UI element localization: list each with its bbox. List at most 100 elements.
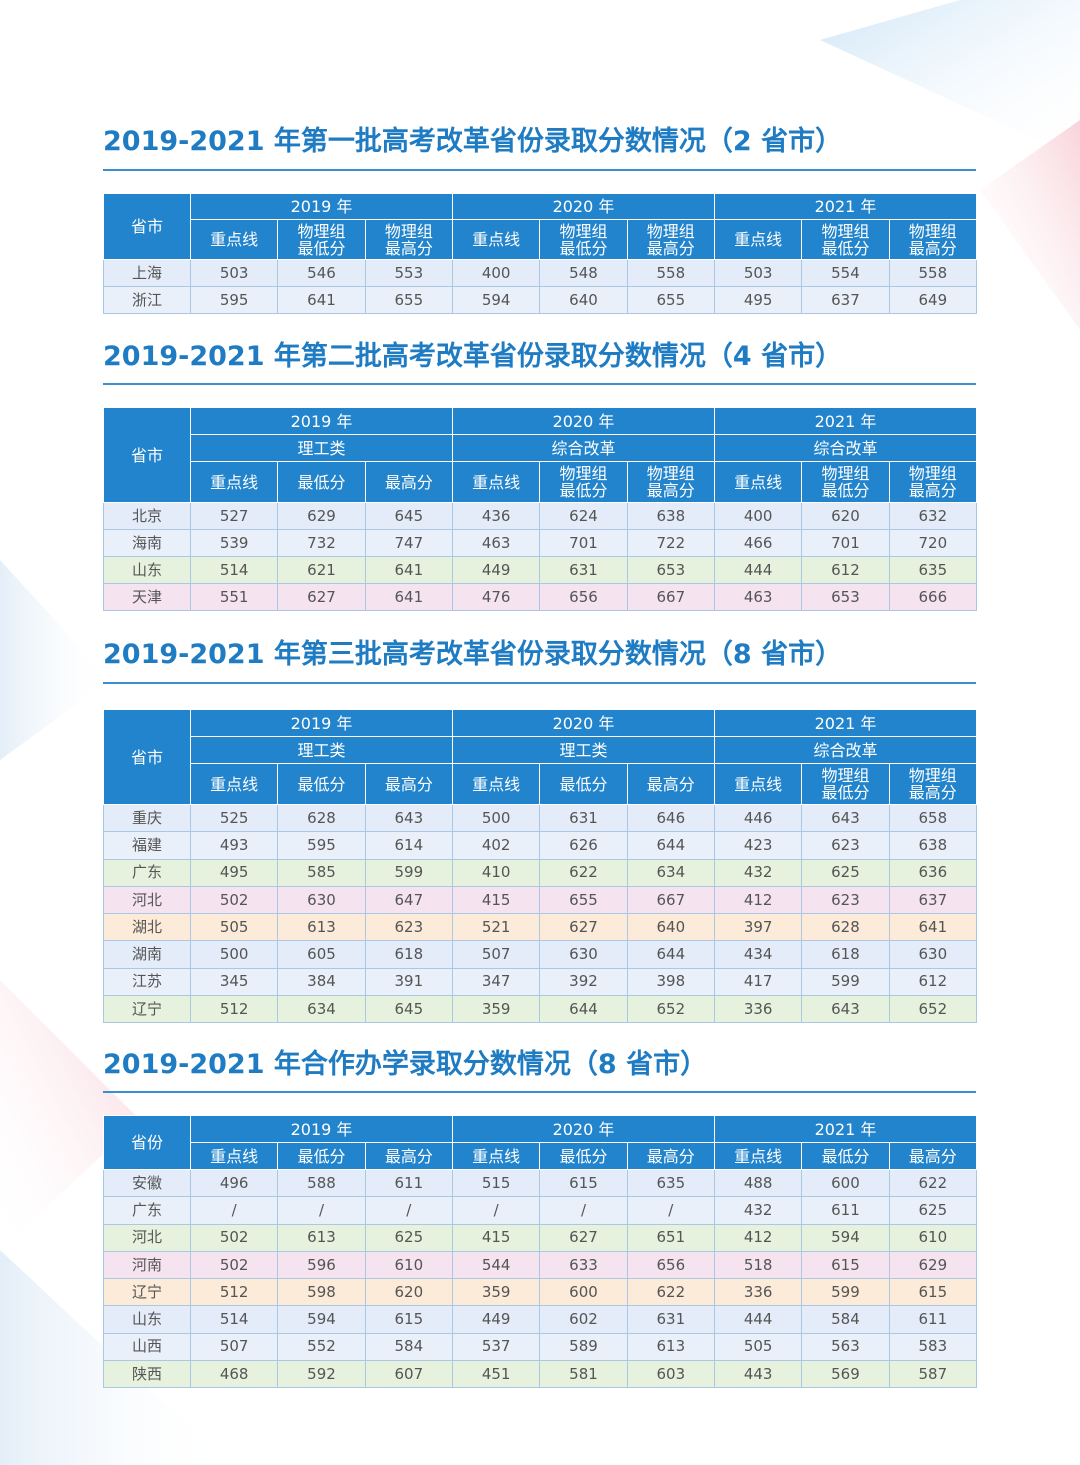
score-cell: 634: [626, 858, 715, 887]
data-row: 河南 502 596 610 544 633 656 518 615 629: [103, 1250, 978, 1280]
score-cell: 614: [364, 831, 453, 860]
score-cell: 584: [364, 1332, 453, 1362]
column-header: 物理组 最高分: [888, 219, 978, 260]
score-cell: 630: [539, 940, 628, 969]
header-row: 理工类 理工类 综合改革: [104, 736, 978, 764]
header-row: 重点线 最低分 最高分 重点线 最低分 最高分 重点线 物理组 最低分 物理组 最高分: [104, 763, 978, 805]
group-header: 理工类: [190, 736, 453, 764]
score-cell: 359: [451, 995, 541, 1024]
score-cell: 583: [888, 1332, 978, 1362]
year-header: 2019 年: [190, 1115, 453, 1143]
province-name: 山东: [103, 1305, 191, 1334]
score-cell: 468: [189, 1360, 279, 1389]
column-header: 物理组 最低分: [539, 219, 628, 260]
score-table: 省市 2019 年 2020 年 2021 年重点线 物理组 最低分 物理组 最高分 重点线…: [103, 193, 978, 314]
score-cell: 503: [713, 259, 803, 287]
province-name: 上海: [103, 259, 191, 287]
column-header: 重点线: [713, 763, 803, 805]
deco-shape: [820, 0, 1080, 160]
score-cell: 652: [888, 995, 978, 1024]
score-cell: 502: [189, 1250, 279, 1280]
column-header: 重点线: [451, 1142, 541, 1170]
province-name: 辽宁: [103, 995, 191, 1024]
score-cell: 622: [626, 1278, 715, 1307]
group-header: 理工类: [451, 736, 715, 764]
data-row: 江苏 345 384 391 347 392 398 417 599 612: [103, 967, 978, 997]
column-header: 最高分: [626, 1142, 715, 1170]
score-cell: 495: [713, 286, 803, 314]
year-header: 2020 年: [451, 193, 715, 220]
score-cell: 611: [801, 1196, 890, 1225]
title-underline: [103, 383, 976, 385]
score-cell: 417: [713, 967, 803, 997]
score-cell: 521: [451, 913, 541, 942]
score-cell: 633: [539, 1250, 628, 1280]
score-cell: 546: [277, 259, 366, 287]
column-header: 物理组 最低分: [539, 461, 628, 503]
province-name: 安徽: [103, 1168, 191, 1198]
data-row: 河北 502 613 625 415 627 651 412 594 610: [103, 1223, 978, 1252]
score-cell: 625: [801, 858, 890, 887]
score-cell: 599: [801, 967, 890, 997]
score-cell: 615: [801, 1250, 890, 1280]
score-cell: 629: [888, 1250, 978, 1280]
column-header: 最低分: [277, 763, 366, 805]
score-cell: 613: [277, 913, 366, 942]
score-table: 省市 2019 年 2020 年 2021 年理工类 综合改革 综合改革 重点线 最低分 最高分…: [103, 407, 978, 611]
column-header: 最低分: [801, 1142, 890, 1170]
score-cell: 610: [888, 1223, 978, 1252]
score-cell: 627: [277, 583, 366, 611]
score-cell: 415: [451, 885, 541, 915]
province-name: 山西: [103, 1332, 191, 1362]
score-cell: 658: [888, 803, 978, 833]
year-header: 2020 年: [451, 407, 715, 435]
column-header: 重点线: [451, 461, 541, 503]
data-row: 海南 539 732 747 463 701 722 466 701 720: [103, 529, 978, 557]
score-cell: 500: [451, 803, 541, 833]
corner-header: 省市: [103, 407, 191, 503]
score-cell: 584: [801, 1305, 890, 1334]
score-cell: 539: [189, 529, 279, 557]
score-cell: 628: [277, 803, 366, 833]
score-cell: 558: [626, 259, 715, 287]
column-header: 物理组 最高分: [888, 763, 978, 805]
score-cell: 515: [451, 1168, 541, 1198]
province-name: 广东: [103, 858, 191, 887]
year-header: 2021 年: [713, 709, 978, 737]
province-name: 福建: [103, 831, 191, 860]
corner-header: 省市: [103, 709, 191, 805]
year-header: 2019 年: [190, 709, 453, 737]
score-cell: 594: [277, 1305, 366, 1334]
column-header: 物理组 最低分: [801, 219, 890, 260]
score-cell: 412: [713, 1223, 803, 1252]
score-cell: 548: [539, 259, 628, 287]
score-cell: 637: [888, 885, 978, 915]
score-cell: 655: [626, 286, 715, 314]
column-header: 物理组 最高分: [626, 219, 715, 260]
data-row: 山西 507 552 584 537 589 613 505 563 583: [103, 1332, 978, 1362]
data-row: 广东 495 585 599 410 622 634 432 625 636: [103, 858, 978, 887]
score-cell: 514: [189, 556, 279, 584]
section-title: 2019-2021 年第三批高考改革省份录取分数情况（8 省市）: [103, 639, 843, 670]
score-cell: 500: [189, 940, 279, 969]
score-cell: 701: [539, 529, 628, 557]
score-cell: 631: [539, 803, 628, 833]
score-cell: 623: [801, 885, 890, 915]
score-cell: 551: [189, 583, 279, 611]
score-cell: 625: [888, 1196, 978, 1225]
score-cell: 649: [888, 286, 978, 314]
header-row: 省份 2019 年 2020 年 2021 年: [103, 1115, 978, 1170]
group-header: 综合改革: [451, 434, 715, 462]
header-row: 理工类 综合改革 综合改革: [104, 434, 978, 462]
score-cell: 436: [451, 502, 541, 530]
group-header: 理工类: [190, 434, 453, 462]
score-cell: 569: [801, 1360, 890, 1389]
data-row: 河北 502 630 647 415 655 667 412 623 637: [103, 885, 978, 915]
province-name: 重庆: [103, 803, 191, 833]
data-row: 天津 551 627 641 476 656 667 463 653 666: [103, 583, 978, 611]
score-cell: 611: [364, 1168, 453, 1198]
score-cell: /: [189, 1196, 279, 1225]
score-cell: 644: [539, 995, 628, 1024]
score-cell: 449: [451, 556, 541, 584]
